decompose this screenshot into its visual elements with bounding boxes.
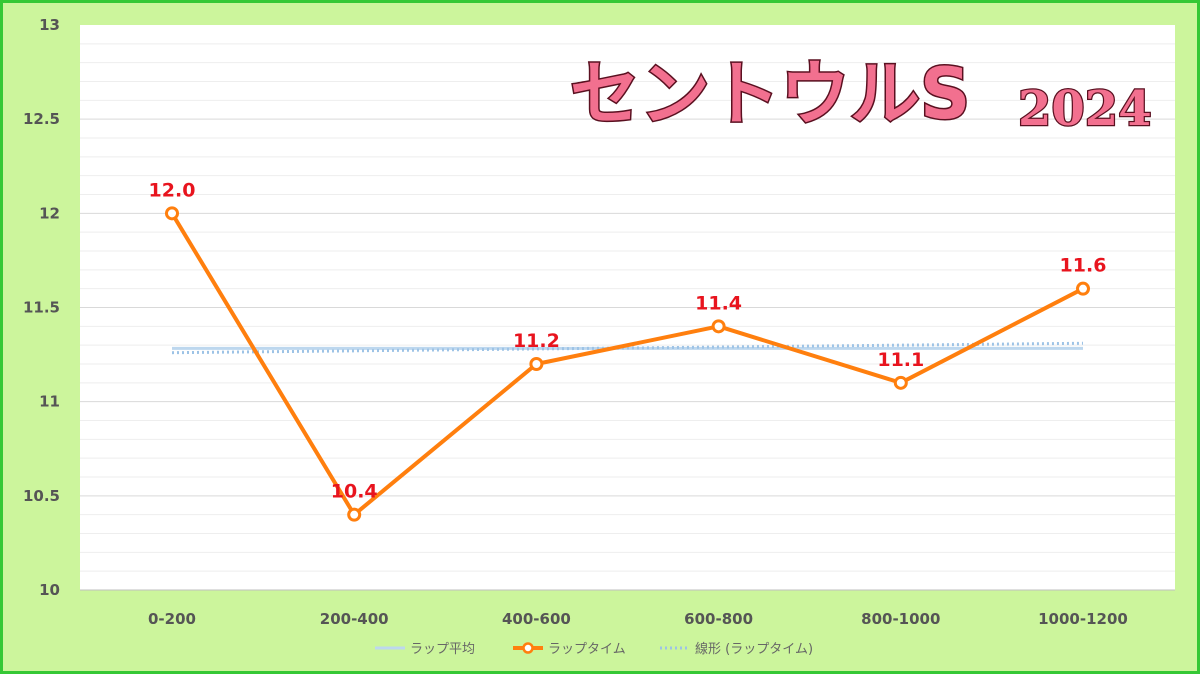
x-tick-label: 0-200 xyxy=(148,610,196,628)
data-labels: 12.0 10.4 11.2 11.4 11.1 11.6 xyxy=(149,179,1107,502)
legend-marker xyxy=(522,642,534,654)
x-tick-label: 600-800 xyxy=(684,610,753,628)
data-label: 11.2 xyxy=(513,330,560,352)
title-text: セントウルS xyxy=(570,53,970,135)
gridlines xyxy=(80,43,1175,591)
data-label: 11.1 xyxy=(877,349,924,371)
x-tick-label: 1000-1200 xyxy=(1038,610,1128,628)
legend-label: 線形 (ラップタイム) xyxy=(695,641,813,657)
series-group xyxy=(165,206,1090,522)
data-point xyxy=(711,319,726,334)
x-tick-label: 200-400 xyxy=(320,610,389,628)
data-point xyxy=(893,375,908,390)
series-line-lap-time xyxy=(170,212,1084,517)
legend-item: ラップ平均 xyxy=(375,642,475,657)
y-tick-label: 11.5 xyxy=(23,299,60,317)
y-tick-label: 12.5 xyxy=(23,110,60,128)
legend: ラップ平均 ラップタイム 線形 (ラップタイム) xyxy=(375,641,813,657)
chart-title: セントウルS 2024 xyxy=(569,52,1153,139)
legend-item: 線形 (ラップタイム) xyxy=(660,641,813,657)
x-axis: 0-200 200-400 400-600 600-800 800-1000 1000-1… xyxy=(148,610,1128,628)
y-tick-label: 12 xyxy=(39,204,60,222)
data-label: 12.0 xyxy=(149,179,196,201)
data-point xyxy=(347,507,362,522)
y-tick-label: 13 xyxy=(39,16,60,34)
data-point xyxy=(165,206,179,221)
title-year: 2024 xyxy=(1018,81,1152,137)
data-label: 11.6 xyxy=(1060,255,1107,277)
y-axis: 10 10.5 11 11.5 12 12.5 13 xyxy=(23,16,60,599)
data-label: 10.4 xyxy=(331,481,378,503)
data-label: 11.4 xyxy=(695,292,742,314)
data-point xyxy=(1076,281,1090,296)
y-tick-label: 10.5 xyxy=(23,487,60,505)
x-tick-label: 400-600 xyxy=(502,610,571,628)
legend-label: ラップ平均 xyxy=(410,642,475,657)
legend-label: ラップタイム xyxy=(548,642,626,657)
series-line-trend xyxy=(171,341,1084,355)
y-tick-label: 11 xyxy=(39,393,60,411)
y-tick-label: 10 xyxy=(39,581,60,599)
legend-item: ラップタイム xyxy=(513,642,626,657)
data-point xyxy=(529,357,544,371)
x-tick-label: 800-1000 xyxy=(861,610,940,628)
